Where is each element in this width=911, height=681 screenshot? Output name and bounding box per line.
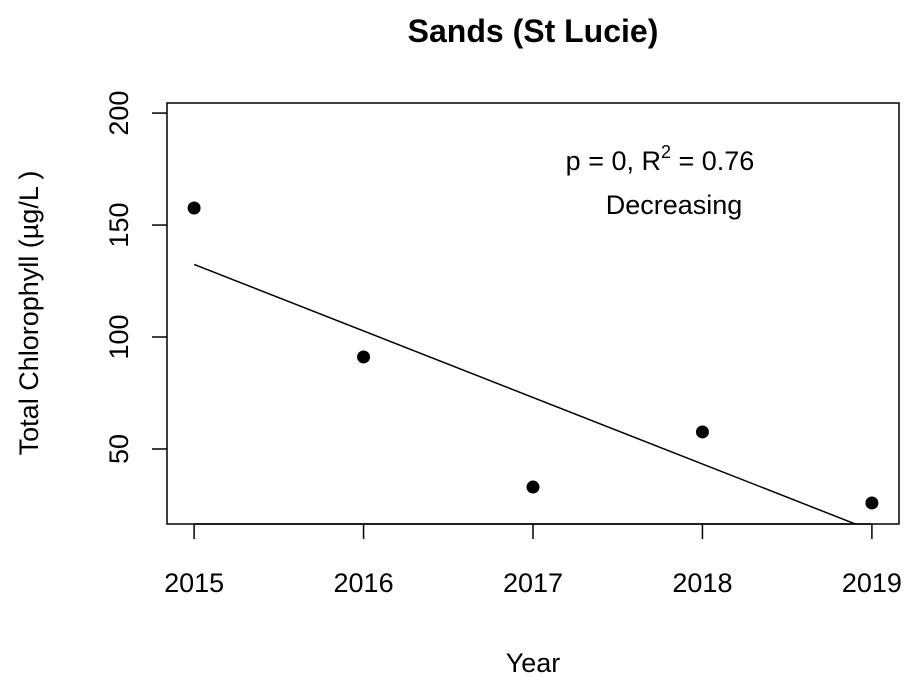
point — [526, 480, 540, 494]
y-tick-label: 200 — [104, 91, 134, 136]
y-tick-label: 150 — [104, 203, 134, 248]
annotation-text: = 0.76 — [671, 146, 754, 176]
trend-line — [193, 263, 858, 524]
annotation: Decreasing — [606, 190, 743, 220]
plot-frame — [166, 102, 900, 525]
annotation: p = 0, R2 = 0.76 — [566, 142, 755, 176]
x-tick-label: 2019 — [842, 568, 902, 598]
x-axis-label: Year — [506, 648, 561, 678]
x-tick-label: 2016 — [334, 568, 394, 598]
point — [357, 350, 371, 364]
y-tick-label: 50 — [104, 434, 134, 464]
plot-area — [193, 263, 858, 524]
y-tick-label: 100 — [104, 314, 134, 359]
chart-title: Sands (St Lucie) — [408, 13, 659, 49]
annotation-text: p = 0, R — [566, 146, 661, 176]
point — [865, 496, 879, 510]
x-tick-label: 2018 — [672, 568, 732, 598]
y-axis-label: Total Chlorophyll (µg/L ) — [14, 171, 44, 456]
point — [187, 201, 201, 215]
x-tick-label: 2017 — [503, 568, 563, 598]
point — [695, 425, 709, 439]
annotation-superscript: 2 — [661, 142, 671, 162]
x-tick-label: 2015 — [164, 568, 224, 598]
